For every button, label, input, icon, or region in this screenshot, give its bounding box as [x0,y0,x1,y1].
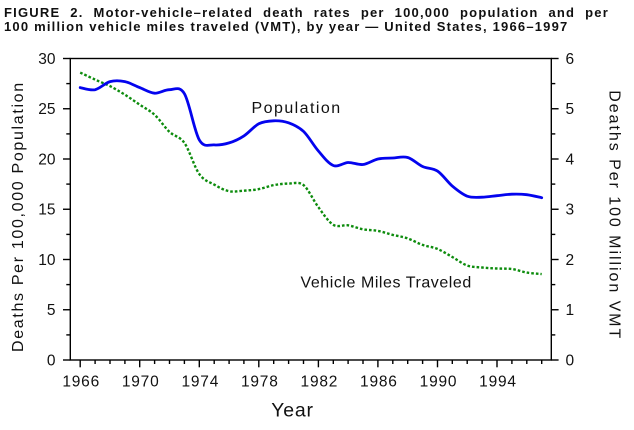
svg-text:1982: 1982 [301,374,339,391]
svg-text:1966: 1966 [62,374,100,391]
svg-text:1994: 1994 [479,374,517,391]
svg-text:Deaths Per 100,000 Population: Deaths Per 100,000 Population [10,81,27,352]
svg-text:5: 5 [47,302,56,319]
svg-text:0: 0 [566,352,575,369]
svg-text:10: 10 [38,252,56,269]
svg-text:20: 20 [38,151,56,168]
svg-text:1974: 1974 [181,374,219,391]
svg-text:15: 15 [38,202,55,219]
svg-text:Population: Population [252,100,342,117]
svg-text:1986: 1986 [360,374,398,391]
svg-text:5: 5 [566,101,575,118]
svg-text:Deaths Per 100 Million VMT: Deaths Per 100 Million VMT [606,90,623,340]
svg-text:6: 6 [566,51,575,68]
svg-text:0: 0 [47,352,56,369]
svg-text:1990: 1990 [420,374,458,391]
svg-text:Year: Year [271,400,314,422]
svg-text:2: 2 [566,252,575,269]
svg-text:1: 1 [566,302,575,319]
svg-text:25: 25 [38,101,55,118]
svg-text:30: 30 [38,51,56,68]
svg-text:3: 3 [566,202,575,219]
svg-text:4: 4 [566,151,575,168]
svg-text:1970: 1970 [122,374,160,391]
svg-text:1978: 1978 [241,374,279,391]
svg-text:Vehicle Miles Traveled: Vehicle Miles Traveled [301,275,472,292]
